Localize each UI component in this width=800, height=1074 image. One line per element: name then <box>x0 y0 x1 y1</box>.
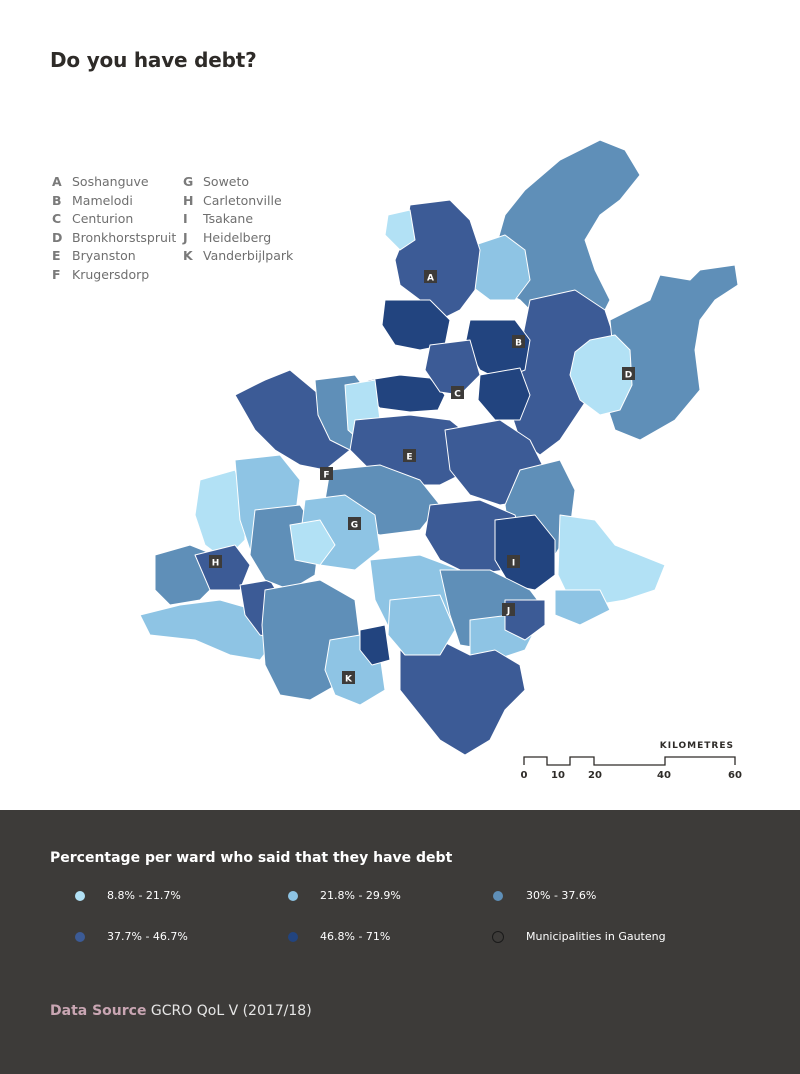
scale-legend: KILOMETRES 0 10 20 40 60 <box>516 738 746 788</box>
data-source-label: Data Source <box>50 1003 147 1019</box>
ward-region-east-large <box>604 264 739 441</box>
marker-d: D <box>622 367 635 381</box>
svg-text:J: J <box>506 607 510 617</box>
scale-title: KILOMETRES <box>659 741 734 751</box>
ward-region-east-light-south <box>554 589 611 626</box>
data-source: Data Source GCRO QoL V (2017/18) <box>50 1003 312 1019</box>
legend-swatch-3 <box>493 891 503 901</box>
marker-g: G <box>348 517 361 531</box>
ward-region-soweto-light <box>289 519 336 566</box>
legend-label-3: 30% - 37.6% <box>526 889 597 902</box>
scale-tick: 60 <box>728 770 742 781</box>
svg-text:K: K <box>345 675 353 685</box>
svg-text:G: G <box>351 521 358 531</box>
marker-f: F <box>320 467 333 481</box>
ward-region-vanderbijlpark-dark <box>359 624 391 666</box>
page-title: Do you have debt? <box>50 48 257 72</box>
ward-region-tsakane <box>494 514 556 591</box>
place-item-a: A Soshanguve <box>52 174 149 189</box>
map-regions <box>139 139 739 756</box>
ward-region-carletonville-east <box>194 544 251 591</box>
svg-text:C: C <box>454 390 461 400</box>
marker-h: H <box>209 555 222 569</box>
svg-text:D: D <box>625 371 632 381</box>
svg-text:E: E <box>406 453 412 463</box>
marker-b: B <box>512 335 525 349</box>
svg-text:I: I <box>512 559 515 569</box>
ward-region-centurion-east <box>477 367 531 421</box>
marker-k: K <box>342 671 355 685</box>
scale-tick: 20 <box>588 770 602 781</box>
marker-c: C <box>451 386 464 400</box>
svg-text:B: B <box>515 339 522 349</box>
place-item-h: H Carletonville <box>183 193 282 208</box>
legend-label-5: 46.8% - 71% <box>320 930 391 943</box>
legend-label-1: 8.8% - 21.7% <box>107 889 181 902</box>
place-item-f: F Krugersdorp <box>52 267 150 282</box>
scale-tick: 0 <box>520 770 528 781</box>
place-item-e: E Bryanston <box>52 248 136 263</box>
legend-label-2: 21.8% - 29.9% <box>320 889 401 902</box>
legend-swatch-1 <box>75 891 85 901</box>
marker-e: E <box>403 449 416 463</box>
legend-label-4: 37.7% - 46.7% <box>107 930 188 943</box>
ward-region-bronkhorstspruit <box>569 334 633 416</box>
legend-swatch-4 <box>75 932 85 942</box>
legend-swatch-2 <box>288 891 298 901</box>
ward-region-soshanguve-west <box>384 209 416 251</box>
place-item-g: G Soweto <box>183 174 250 189</box>
marker-j: J <box>502 603 515 617</box>
place-item-k: K Vanderbijlpark <box>183 248 294 263</box>
data-source-text: GCRO QoL V (2017/18) <box>150 1003 312 1019</box>
place-item-j: J Heidelberg <box>183 230 272 245</box>
place-item-i: I Tsakane <box>183 211 254 226</box>
scale-tick: 10 <box>551 770 565 781</box>
ward-region-soshanguve <box>394 199 481 321</box>
legend-title: Percentage per ward who said that they h… <box>50 850 453 866</box>
svg-text:F: F <box>323 471 329 481</box>
place-item-d: D Bronkhorstspruit <box>52 230 177 245</box>
marker-a: A <box>424 270 437 284</box>
legend-label-6: Municipalities in Gauteng <box>526 930 666 943</box>
place-markers: A B C D E F G H I J K <box>209 270 635 685</box>
legend-swatch-municipality <box>492 931 504 943</box>
scale-tick: 40 <box>657 770 671 781</box>
ward-region-midvaal-light <box>387 594 456 656</box>
svg-text:A: A <box>427 274 434 284</box>
place-item-b: B Mamelodi <box>52 193 133 208</box>
marker-i: I <box>507 555 520 569</box>
place-item-c: C Centurion <box>52 211 134 226</box>
gauteng-ward-map: A B C D E F G H I J K <box>139 139 739 766</box>
legend-swatch-5 <box>288 932 298 942</box>
scale-bar <box>523 756 736 766</box>
legend-panel: Percentage per ward who said that they h… <box>0 810 800 1074</box>
svg-text:H: H <box>212 559 220 569</box>
ward-region-midvaal <box>399 639 526 756</box>
